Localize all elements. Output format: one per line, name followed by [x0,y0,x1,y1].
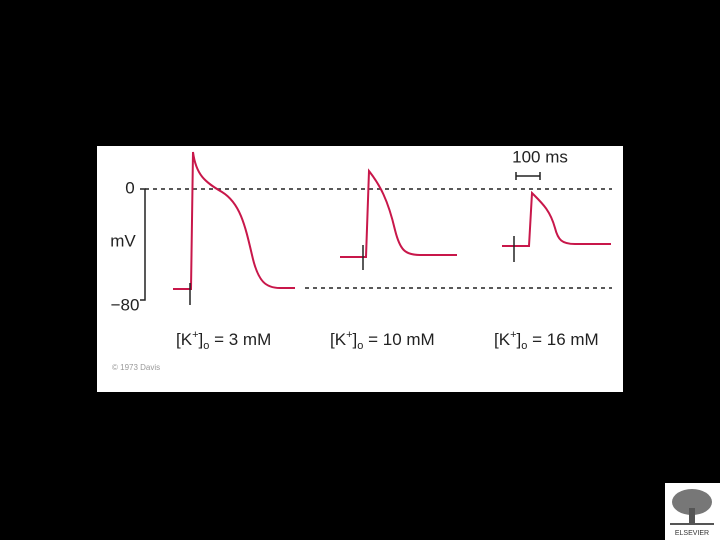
trace [340,168,457,258]
figure-panel [97,146,623,392]
logo-text: ELSEVIER [675,530,709,537]
copyright: © 1973 Davis [112,363,160,372]
trace [502,190,611,247]
scale-bar-label: 100 ms [512,147,568,166]
logo-tree [670,489,714,525]
panel-label: [K+]o = 16 mM [494,329,599,352]
min-label: −80 [111,295,140,314]
trace [173,151,295,290]
unit-label: mV [110,231,136,250]
panel-label: [K+]o = 10 mM [330,329,435,352]
panel-label: [K+]o = 3 mM [176,329,271,352]
zero-label: 0 [125,178,134,197]
scale-bar [515,172,541,180]
y-axis [140,188,146,301]
